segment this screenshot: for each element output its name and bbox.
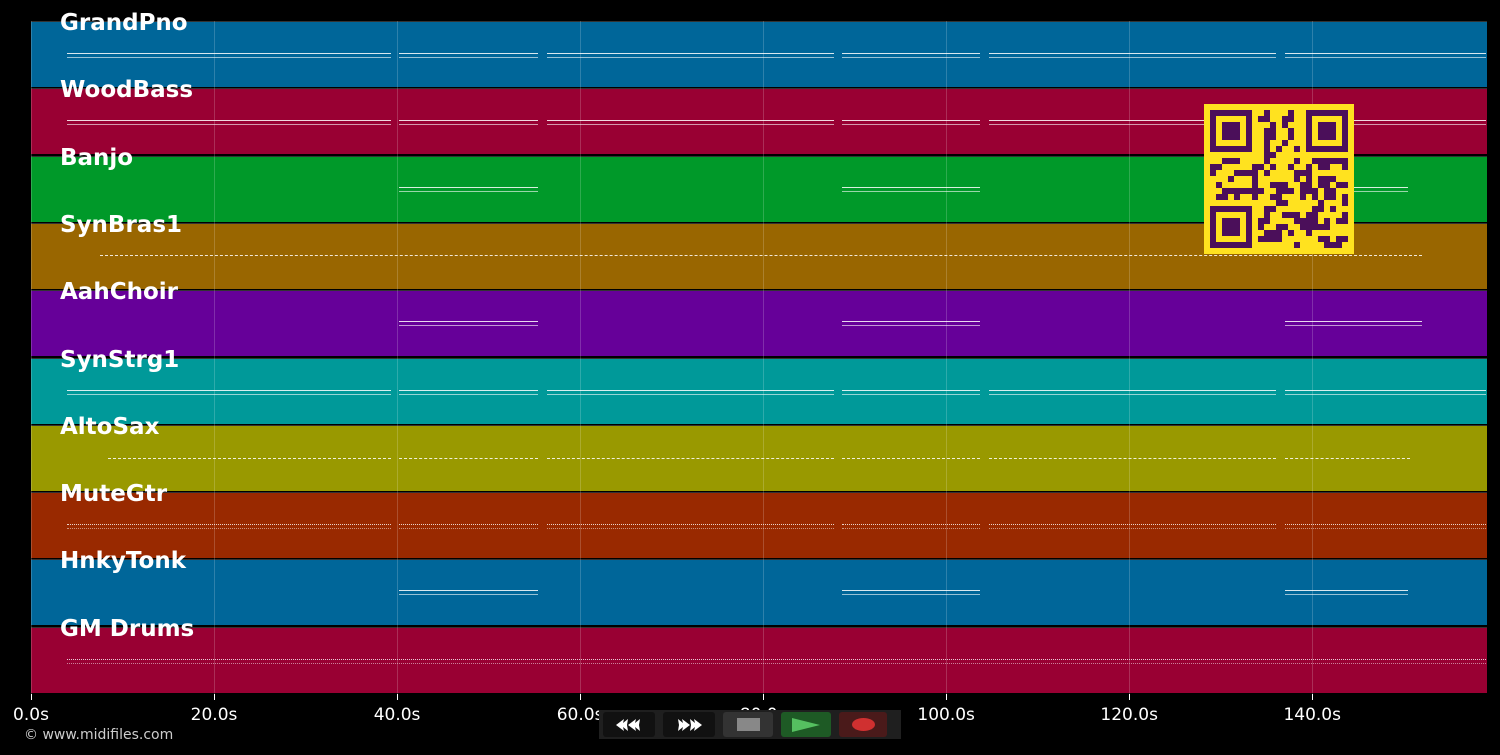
gridline [31, 21, 32, 694]
axis-tick [580, 694, 582, 700]
axis-tick [1312, 694, 1314, 700]
note-segment [398, 321, 538, 327]
note-segment [841, 524, 980, 530]
axis-tick [763, 694, 765, 700]
note-segment [547, 53, 834, 58]
axis-tick-label: 120.0s [1100, 705, 1158, 725]
note-segment [1284, 321, 1423, 327]
note-segment [841, 457, 980, 462]
stop-icon [736, 718, 760, 731]
axis-tick [946, 694, 948, 700]
note-segment [398, 524, 538, 530]
gridline [1129, 21, 1131, 694]
track-label: HnkyTonk [60, 548, 187, 575]
track-hnkytonk[interactable]: HnkyTonk [31, 548, 1487, 626]
axis-tick [1129, 694, 1131, 700]
note-segment [841, 186, 980, 192]
track-aahchoir[interactable]: AahChoir [31, 279, 1487, 357]
note-segment [841, 590, 980, 596]
note-segment [989, 389, 1276, 395]
note-segment [66, 389, 391, 395]
track-label: SynStrg1 [60, 346, 180, 373]
note-segment [841, 53, 980, 58]
note-segment [66, 658, 1487, 664]
track-label: MuteGtr [60, 481, 168, 508]
note-segment [1284, 524, 1487, 530]
axis-tick-label: 0.0s [13, 705, 49, 725]
axis-tick-label: 60.0s [556, 705, 604, 725]
track-altosax[interactable]: AltoSax [31, 414, 1487, 491]
play-icon [792, 717, 820, 732]
fast-forward-icon [678, 718, 702, 731]
rewind-button[interactable] [603, 712, 655, 737]
note-segment [547, 120, 834, 126]
track-label: WoodBass [60, 77, 194, 104]
note-segment [66, 53, 391, 58]
gridline [580, 21, 582, 694]
note-segment [841, 321, 980, 327]
note-segment [107, 457, 391, 462]
gridline [763, 21, 765, 694]
axis-tick [31, 694, 32, 700]
note-segment [989, 53, 1276, 58]
axis-tick-label: 20.0s [190, 705, 238, 725]
note-segment [1284, 120, 1487, 126]
gridline [1312, 21, 1314, 694]
note-segment [989, 457, 1276, 462]
gridline [214, 21, 216, 694]
note-segment [1284, 53, 1487, 58]
gridline [397, 21, 399, 694]
play-button[interactable] [781, 712, 831, 737]
copyright-text: © www.midifiles.com [24, 727, 174, 743]
stop-button[interactable] [723, 712, 773, 737]
note-segment [99, 254, 1422, 259]
track-grandpno[interactable]: GrandPno [31, 10, 1487, 87]
note-segment [398, 457, 538, 462]
axis-tick-label: 140.0s [1283, 705, 1341, 725]
record-button[interactable] [839, 712, 887, 737]
note-segment [989, 120, 1276, 126]
qr-code [1204, 104, 1354, 254]
note-segment [547, 457, 834, 462]
track-gm-drums[interactable]: GM Drums [31, 616, 1487, 693]
rewind-icon [616, 718, 640, 731]
track-label: Banjo [60, 144, 134, 171]
note-segment [841, 389, 980, 395]
track-label: AltoSax [60, 413, 160, 440]
axis-tick [397, 694, 399, 700]
note-segment [547, 524, 834, 530]
note-segment [398, 389, 538, 395]
track-label: AahChoir [60, 279, 178, 306]
note-segment [1284, 590, 1409, 596]
track-label: GrandPno [60, 10, 188, 36]
note-segment [398, 590, 538, 596]
note-segment [1284, 389, 1487, 395]
track-synstrg1[interactable]: SynStrg1 [31, 347, 1487, 424]
note-segment [398, 53, 538, 58]
note-segment [547, 389, 834, 395]
transport-controls [599, 710, 901, 739]
note-segment [841, 120, 980, 126]
track-label: GM Drums [60, 615, 195, 642]
gridline [946, 21, 948, 694]
note-segment [398, 186, 538, 192]
track-mutegtr[interactable]: MuteGtr [31, 481, 1487, 559]
axis-tick [214, 694, 216, 700]
note-segment [66, 524, 391, 530]
note-segment [1284, 457, 1411, 462]
note-segment [989, 524, 1276, 530]
note-segment [66, 120, 391, 126]
track-label: SynBras1 [60, 211, 183, 238]
record-icon [851, 718, 875, 731]
axis-tick-label: 100.0s [917, 705, 975, 725]
fast-forward-button[interactable] [663, 712, 715, 737]
axis-tick-label: 40.0s [373, 705, 421, 725]
note-segment [398, 120, 538, 126]
